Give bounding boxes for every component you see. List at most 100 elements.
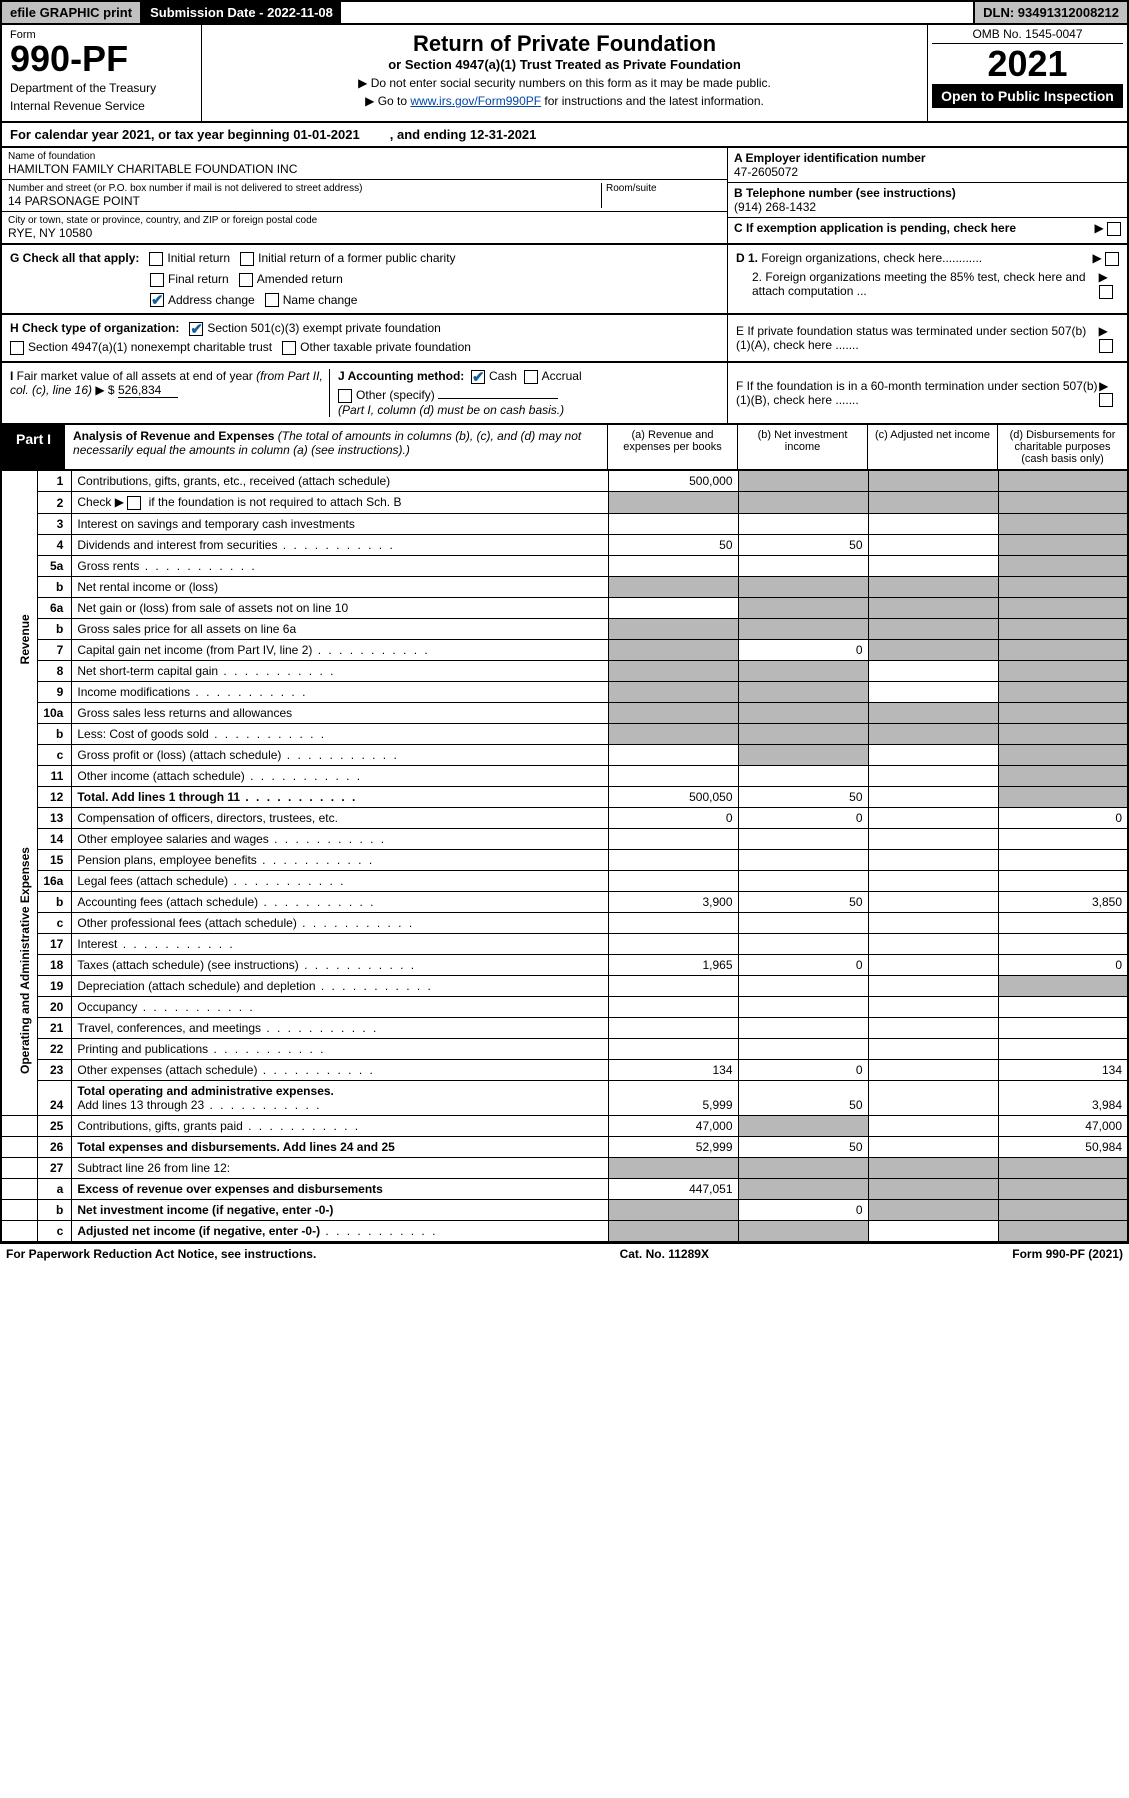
val-d: 50,984 [998,1136,1128,1157]
desc: Depreciation (attach schedule) and deple… [72,975,608,996]
d1-text: Foreign organizations, check here.......… [761,251,982,265]
ln: 10a [38,702,72,723]
ln: 16a [38,870,72,891]
desc: Contributions, gifts, grants paid [72,1115,608,1136]
val-b: 0 [738,807,868,828]
chk-other-acct[interactable] [338,389,352,403]
ln: 2 [38,491,72,513]
chk-other-tax[interactable] [282,341,296,355]
header-right: OMB No. 1545-0047 2021 Open to Public In… [927,25,1127,121]
table-row: bNet investment income (if negative, ent… [1,1199,1128,1220]
table-row: 16aLegal fees (attach schedule) [1,870,1128,891]
val-b: 50 [738,891,868,912]
desc: Total expenses and disbursements. Add li… [72,1136,608,1157]
val-a: 5,999 [608,1080,738,1115]
table-row: 26Total expenses and disbursements. Add … [1,1136,1128,1157]
chk-amended[interactable] [239,273,253,287]
form990pf-link[interactable]: www.irs.gov/Form990PF [410,94,541,108]
desc: Interest on savings and temporary cash i… [72,513,608,534]
name-label: Name of foundation [8,151,721,162]
ln: 25 [38,1115,72,1136]
val-d: 134 [998,1059,1128,1080]
table-row: 7Capital gain net income (from Part IV, … [1,639,1128,660]
table-row: Revenue 1 Contributions, gifts, grants, … [1,471,1128,492]
r2-pre: Check ▶ [77,495,127,509]
chk-cash[interactable] [471,370,485,384]
open-public: Open to Public Inspection [932,84,1123,108]
ln: 5a [38,555,72,576]
col-a: (a) Revenue and expenses per books [607,425,737,469]
f-text: F If the foundation is in a 60-month ter… [736,379,1099,407]
desc: Gross profit or (loss) (attach schedule) [72,744,608,765]
f-checkbox[interactable] [1099,393,1113,407]
desc: Interest [72,933,608,954]
phone-cell: B Telephone number (see instructions) (9… [728,183,1127,218]
h-label: H Check type of organization: [10,321,179,335]
chk-initial[interactable] [149,252,163,266]
val-a: 500,050 [608,786,738,807]
phone-value: (914) 268-1432 [734,200,1121,214]
table-row: bNet rental income or (loss) [1,576,1128,597]
footer-left: For Paperwork Reduction Act Notice, see … [6,1247,316,1261]
form-header: Form 990-PF Department of the Treasury I… [0,25,1129,123]
desc: Dividends and interest from securities [72,534,608,555]
j-note: (Part I, column (d) must be on cash basi… [338,403,719,417]
desc: Contributions, gifts, grants, etc., rece… [72,471,608,492]
ln: b [38,576,72,597]
ln: 8 [38,660,72,681]
desc: Other professional fees (attach schedule… [72,912,608,933]
ln: 12 [38,786,72,807]
lbl-address: Address change [168,293,255,307]
chk-address[interactable] [150,293,164,307]
c-checkbox[interactable] [1107,222,1121,236]
d2-checkbox[interactable] [1099,285,1113,299]
instr-goto: ▶ Go to www.irs.gov/Form990PF for instru… [212,94,917,108]
table-row: 15Pension plans, employee benefits [1,849,1128,870]
efile-label[interactable]: efile GRAPHIC print [2,2,142,23]
ln: 26 [38,1136,72,1157]
d-cell: D 1. Foreign organizations, check here..… [727,245,1127,313]
chk-schb[interactable] [127,496,141,510]
ln: 18 [38,954,72,975]
table-row: 25Contributions, gifts, grants paid47,00… [1,1115,1128,1136]
val-a: 447,051 [608,1178,738,1199]
val-b: 0 [738,1059,868,1080]
instr2-pre: ▶ Go to [365,94,410,108]
name-cell: Name of foundation HAMILTON FAMILY CHARI… [2,148,727,180]
ln: c [38,744,72,765]
table-row: 6aNet gain or (loss) from sale of assets… [1,597,1128,618]
instr-ssn: ▶ Do not enter social security numbers o… [212,76,917,90]
revenue-side: Revenue [1,471,38,807]
desc: Travel, conferences, and meetings [72,1017,608,1038]
val-d: 0 [998,807,1128,828]
val-b: 50 [738,1080,868,1115]
r2-post: if the foundation is not required to att… [145,495,401,509]
val-b: 0 [738,1199,868,1220]
g-label: G Check all that apply: [10,251,139,265]
ein-label: A Employer identification number [734,151,1121,165]
desc: Total. Add lines 1 through 11 [72,786,608,807]
chk-final[interactable] [150,273,164,287]
chk-4947[interactable] [10,341,24,355]
e-cell: E If private foundation status was termi… [727,315,1127,361]
expenses-side: Operating and Administrative Expenses [1,807,38,1115]
dept-treasury: Department of the Treasury [10,81,193,95]
ln: 15 [38,849,72,870]
top-bar: efile GRAPHIC print Submission Date - 20… [0,0,1129,25]
d1-checkbox[interactable] [1105,252,1119,266]
table-row: 8Net short-term capital gain [1,660,1128,681]
ln: 20 [38,996,72,1017]
addr-label: Number and street (or P.O. box number if… [8,183,601,194]
chk-accrual[interactable] [524,370,538,384]
ln: 3 [38,513,72,534]
table-row: 3Interest on savings and temporary cash … [1,513,1128,534]
table-row: bGross sales price for all assets on lin… [1,618,1128,639]
table-row: 11Other income (attach schedule) [1,765,1128,786]
chk-initial-former[interactable] [240,252,254,266]
chk-namechange[interactable] [265,293,279,307]
ln: b [38,618,72,639]
val-a: 500,000 [608,471,738,492]
chk-501c3[interactable] [189,322,203,336]
e-checkbox[interactable] [1099,339,1113,353]
ln: 9 [38,681,72,702]
